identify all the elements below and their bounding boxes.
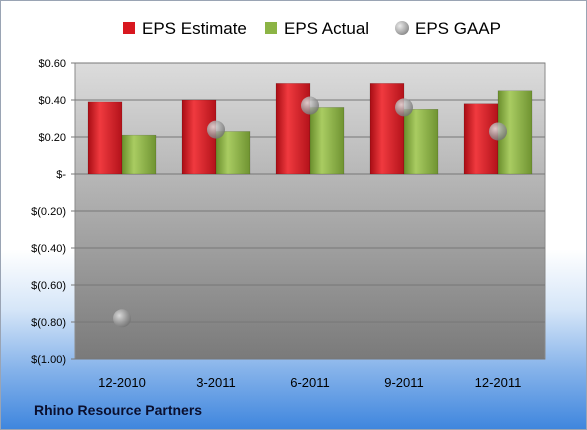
- y-tick-label: $(0.20): [31, 206, 66, 218]
- y-axis: $0.60 $0.40 $0.20 $- $(0.20) $(0.40) $(0.60) $(…: [31, 58, 75, 366]
- estimate-bar: [181, 99, 217, 175]
- y-tick-label: $0.40: [38, 95, 66, 107]
- x-tick-label: 9-2011: [384, 375, 424, 390]
- gaap-point: [301, 96, 319, 115]
- y-tick-label: $-: [56, 169, 66, 181]
- y-tick-label: $(1.00): [31, 354, 66, 366]
- legend-actual-swatch: [265, 22, 277, 34]
- gaap-point: [207, 120, 225, 139]
- y-tick-label: $(0.60): [31, 280, 66, 292]
- x-tick-label: 6-2011: [290, 375, 330, 390]
- gaap-points: [113, 96, 507, 328]
- estimate-bar: [275, 83, 311, 175]
- y-tick-label: $0.60: [38, 58, 66, 70]
- estimate-bar: [463, 103, 499, 175]
- x-tick-label: 12-2011: [475, 375, 522, 390]
- bars: [87, 83, 533, 175]
- actual-bar: [215, 131, 251, 175]
- legend-label: EPS GAAP: [415, 19, 501, 38]
- gridlines: [75, 62, 545, 360]
- estimate-bar: [369, 83, 405, 175]
- legend-label: EPS Actual: [284, 19, 369, 38]
- gaap-point: [395, 98, 413, 117]
- legend: EPS Estimate EPS Actual EPS GAAP: [123, 19, 501, 38]
- gaap-point: [113, 309, 131, 328]
- x-axis: 12-2010 3-2011 6-2011 9-2011 12-2011: [98, 375, 521, 390]
- x-tick-label: 12-2010: [98, 375, 146, 390]
- y-tick-label: $(0.40): [31, 243, 66, 255]
- legend-gaap-swatch: [395, 21, 409, 35]
- y-tick-label: $(0.80): [31, 317, 66, 329]
- actual-bar: [403, 109, 439, 175]
- actual-bar: [309, 107, 345, 175]
- legend-estimate-swatch: [123, 22, 135, 34]
- x-tick-label: 3-2011: [196, 375, 236, 390]
- legend-label: EPS Estimate: [142, 19, 247, 38]
- y-tick-label: $0.20: [38, 132, 66, 144]
- gaap-point: [489, 122, 507, 141]
- actual-bar: [121, 134, 157, 175]
- company-name: Rhino Resource Partners: [34, 402, 203, 418]
- estimate-bar: [87, 101, 123, 175]
